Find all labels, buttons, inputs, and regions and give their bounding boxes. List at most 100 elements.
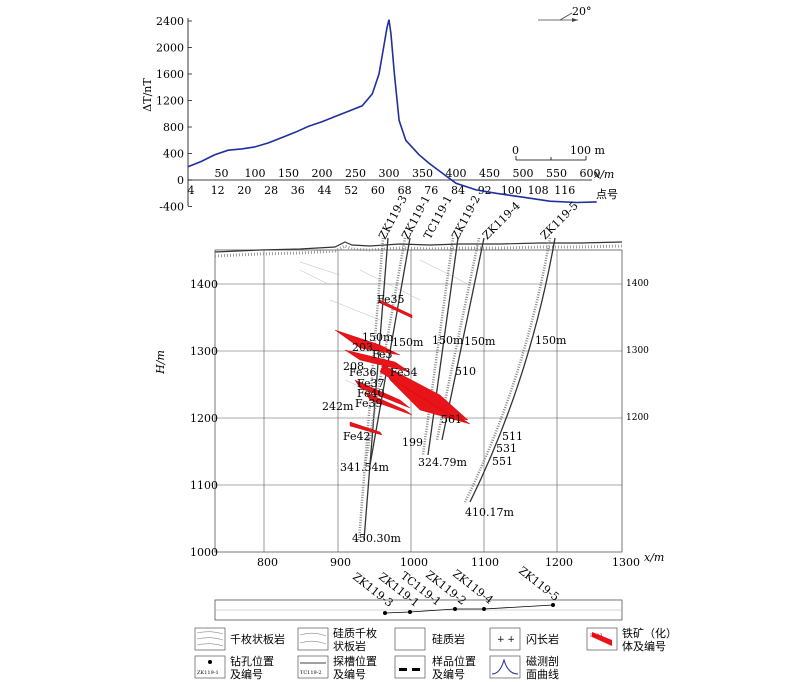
x-tick: 800 bbox=[257, 556, 278, 569]
legend-item-siliceous-rock: 硅质岩 bbox=[394, 627, 465, 651]
sample-label: 208 bbox=[343, 360, 364, 373]
ore-label: Fe34 bbox=[390, 366, 418, 379]
depth-label: 150m bbox=[392, 336, 424, 349]
x-tick-label: 100 bbox=[245, 167, 266, 180]
legend-item-drill-hole: ZK119-1 钻孔位置 及编号 bbox=[194, 654, 274, 681]
legend-item-iron-ore: Fe33 铁矿（化） 体及编号 bbox=[586, 626, 677, 653]
point-number: 36 bbox=[291, 184, 305, 197]
right-tick: 1400 bbox=[626, 279, 649, 289]
y-tick: 1000 bbox=[190, 546, 218, 559]
x-tick-label: 400 bbox=[446, 167, 467, 180]
ore-label: Fe37 bbox=[357, 377, 385, 390]
cross-section: ZK119-3 ZK119-1 TC119-1 ZK119-2 ZK119-4 … bbox=[154, 193, 664, 569]
point-number: 44 bbox=[318, 184, 332, 197]
x-tick: 1100 bbox=[471, 556, 499, 569]
x-tick-label: 250 bbox=[345, 167, 366, 180]
point-number: 76 bbox=[424, 184, 438, 197]
x-tick: 1000 bbox=[400, 556, 428, 569]
sample-label: 511 bbox=[502, 430, 523, 443]
point-label: 点号 bbox=[596, 188, 618, 201]
svg-text:Fe33: Fe33 bbox=[590, 633, 603, 639]
depth-label: 150m bbox=[362, 331, 394, 344]
svg-text:样品位置: 样品位置 bbox=[432, 654, 476, 668]
legend: 千枚状板岩 硅质千枚 状板岩 硅质岩 + + 闪长岩 Fe33 铁矿（化） 体及… bbox=[194, 626, 677, 681]
end-depth: 324.79m bbox=[418, 456, 467, 469]
ore-label: Fe35 bbox=[377, 293, 405, 306]
x-tick-label: 350 bbox=[412, 167, 433, 180]
sample-label: 531 bbox=[496, 442, 517, 455]
hole-label: ZK119-5 bbox=[538, 199, 581, 242]
plan-hole-marker bbox=[551, 603, 555, 607]
legend-item-sample: 样品位置 及编号 bbox=[394, 654, 476, 681]
end-depth: 341.54m bbox=[340, 461, 389, 474]
right-tick: 1200 bbox=[626, 413, 649, 423]
point-number: 108 bbox=[528, 184, 549, 197]
svg-text:及编号: 及编号 bbox=[333, 667, 366, 681]
y-axis-label: ΔT/nT bbox=[141, 78, 154, 112]
section-frame bbox=[214, 249, 623, 553]
scale-start: 0 bbox=[512, 144, 519, 157]
svg-text:探槽位置: 探槽位置 bbox=[333, 654, 377, 668]
y-tick: 1300 bbox=[190, 345, 218, 358]
x-tick: 1300 bbox=[612, 556, 640, 569]
y-tick: 1100 bbox=[190, 479, 218, 492]
svg-text:及编号: 及编号 bbox=[230, 667, 263, 681]
x-tick: 900 bbox=[330, 556, 351, 569]
scale-bar bbox=[515, 156, 587, 161]
north-arrow-icon bbox=[538, 12, 578, 22]
x-tick-label: 50 bbox=[215, 167, 229, 180]
point-number: 52 bbox=[344, 184, 358, 197]
svg-text:面曲线: 面曲线 bbox=[526, 667, 559, 681]
svg-text:铁矿（化）: 铁矿（化） bbox=[622, 626, 677, 640]
depth-label: 242m bbox=[322, 400, 354, 413]
point-number: 4 bbox=[188, 184, 195, 197]
plan-label: ZK119-5 bbox=[516, 564, 561, 604]
point-numbers: 4 12 20 28 36 44 52 60 68 76 84 92 100 108 116 bbox=[188, 184, 576, 197]
depth-label: 150m bbox=[464, 335, 496, 348]
right-tick: 1300 bbox=[626, 346, 649, 356]
x-tick-label: 150 bbox=[278, 167, 299, 180]
svg-text:+ +: + + bbox=[497, 635, 515, 645]
point-number: 92 bbox=[478, 184, 492, 197]
point-number: 28 bbox=[264, 184, 278, 197]
hole-zk119-3 bbox=[363, 237, 389, 541]
x-tick-label: 600 bbox=[580, 167, 601, 180]
point-number: 12 bbox=[211, 184, 225, 197]
y-ticks: 2400 2000 1600 1200 800 400 0 -400 bbox=[156, 15, 192, 214]
svg-text:体及编号: 体及编号 bbox=[622, 639, 666, 653]
section-grid bbox=[215, 250, 622, 552]
y-tick-label: -400 bbox=[159, 201, 184, 214]
north-arrow-label: 20° bbox=[572, 5, 592, 18]
section-y-label: H/m bbox=[154, 350, 167, 375]
sample-label: 561 bbox=[441, 413, 462, 426]
y-tick-label: 400 bbox=[163, 148, 184, 161]
point-number: 60 bbox=[371, 184, 385, 197]
point-number: 84 bbox=[451, 184, 465, 197]
hole-zk119-2 bbox=[427, 237, 459, 456]
point-number: 100 bbox=[501, 184, 522, 197]
ore-label: Fe36 bbox=[349, 366, 377, 379]
plan-hole-marker bbox=[453, 607, 457, 611]
hole-zk119-4 bbox=[469, 237, 556, 503]
legend-item-diorite: + + 闪长岩 bbox=[489, 627, 559, 651]
ore-bodies bbox=[334, 299, 471, 436]
svg-text:硅质岩: 硅质岩 bbox=[432, 632, 465, 646]
depth-label: 150m bbox=[535, 334, 567, 347]
ore-label: Fe40 bbox=[357, 387, 385, 400]
drill-holes bbox=[357, 237, 556, 541]
sample-label: 203 bbox=[352, 341, 373, 354]
ore-label: Fe39 bbox=[355, 397, 383, 410]
legend-item-trench: TC119-2 探槽位置 及编号 bbox=[297, 654, 377, 681]
ore-label: Fe3 bbox=[372, 348, 393, 361]
svg-text:及编号: 及编号 bbox=[432, 667, 465, 681]
x-tick: 1200 bbox=[545, 556, 573, 569]
end-depth: 410.17m bbox=[465, 506, 514, 519]
sample-label: 199 bbox=[402, 436, 423, 449]
y-tick-label: 0 bbox=[177, 174, 184, 187]
plan-hole-marker bbox=[383, 611, 387, 615]
x-axis-label: x/m bbox=[594, 168, 614, 181]
point-number: 20 bbox=[237, 184, 251, 197]
sample-label: 510 bbox=[455, 365, 476, 378]
